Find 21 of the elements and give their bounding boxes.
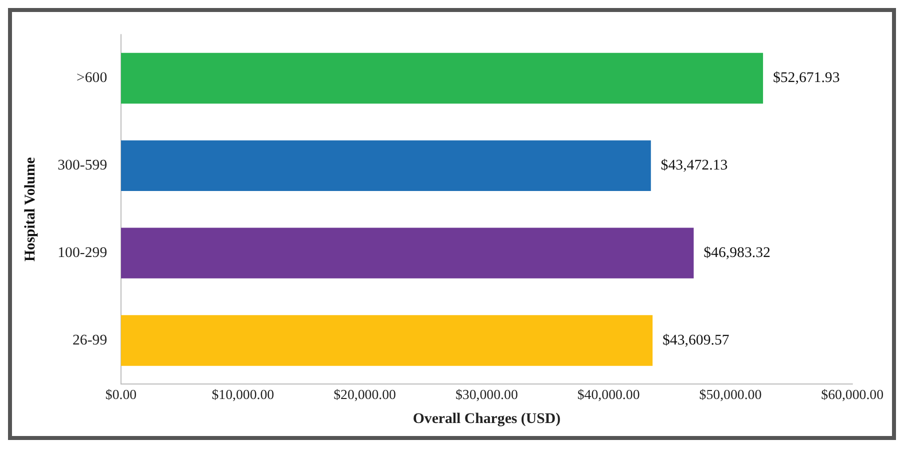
bar xyxy=(121,140,651,192)
data-label: $52,671.93 xyxy=(772,70,840,86)
data-label: $43,609.57 xyxy=(662,332,730,348)
x-tick-label: $50,000.00 xyxy=(699,387,762,402)
x-axis-title: Overall Charges (USD) xyxy=(412,411,561,428)
x-tick-label: $10,000.00 xyxy=(212,387,274,402)
data-label: $43,472.13 xyxy=(660,158,728,174)
y-tick-label: 26-99 xyxy=(72,332,108,348)
bar xyxy=(121,315,653,366)
x-tick-label: $30,000.00 xyxy=(455,387,518,402)
x-tick-label: $0.00 xyxy=(105,387,137,402)
bar xyxy=(121,228,694,278)
x-tick-label: $60,000.00 xyxy=(821,387,884,402)
data-label: $46,983.32 xyxy=(704,245,770,261)
y-tick-label: 100-299 xyxy=(58,245,108,261)
x-tick-label: $40,000.00 xyxy=(577,387,640,402)
y-axis-title: Hospital Volume xyxy=(22,156,39,262)
y-tick-label: 300-599 xyxy=(58,158,108,174)
x-tick-label: $20,000.00 xyxy=(334,387,396,402)
bar xyxy=(121,52,764,104)
y-tick-label: >600 xyxy=(76,70,108,86)
